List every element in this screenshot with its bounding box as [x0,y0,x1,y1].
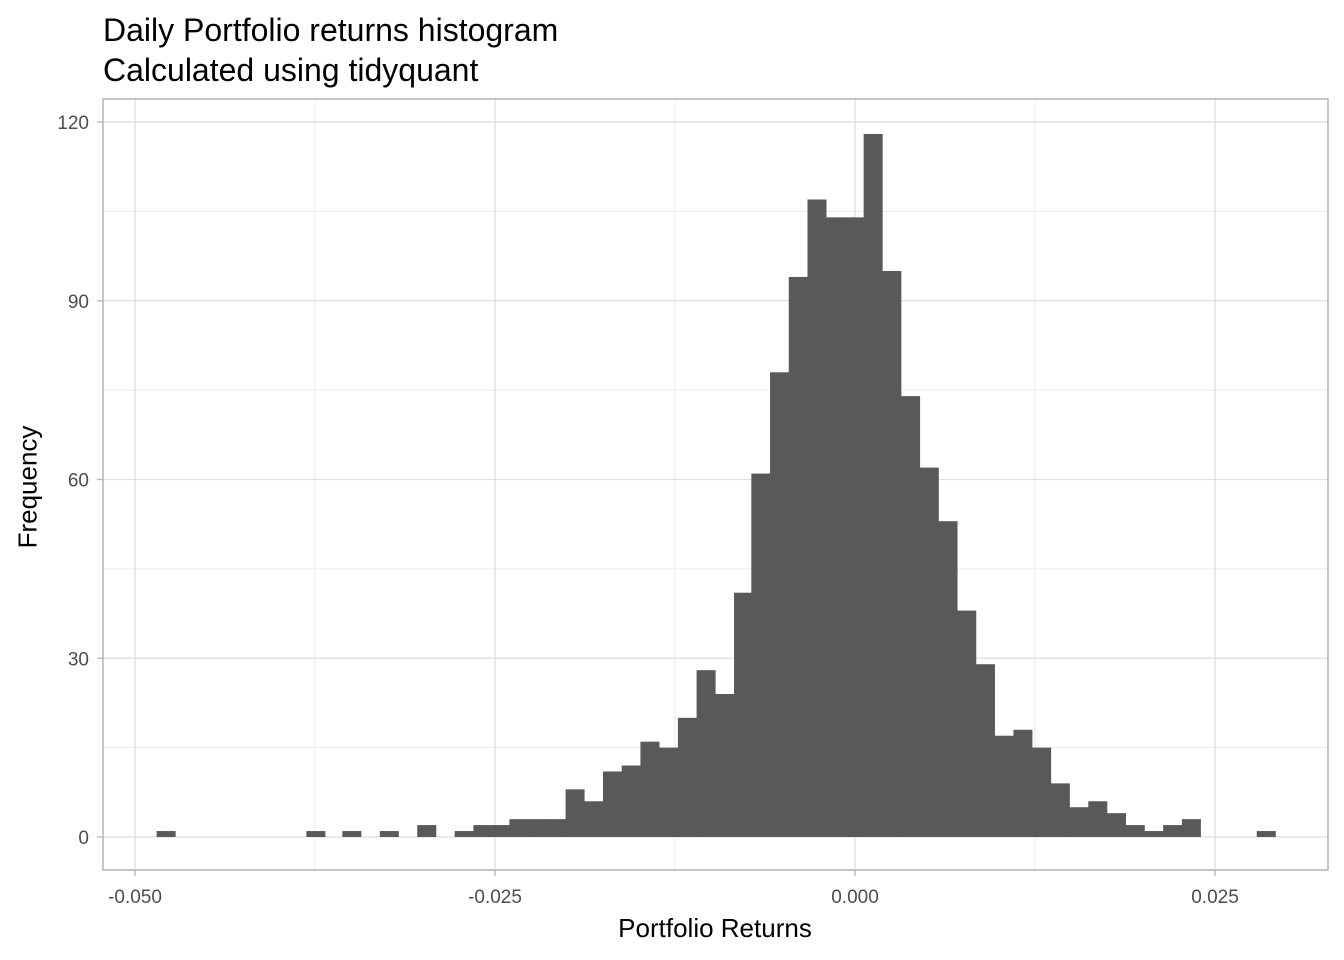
histogram-bar [492,825,512,837]
histogram-bar [938,521,958,837]
histogram-bar [528,819,548,837]
y-tick-label: 30 [68,649,89,670]
histogram-bar [1032,747,1052,837]
histogram-bar [957,610,977,837]
histogram-bar [306,831,326,837]
histogram-bar [994,735,1014,837]
histogram-bar [1181,819,1201,837]
y-tick-label: 0 [78,828,89,849]
y-axis-ticks: 0 30 60 90 120 [57,113,103,849]
x-axis-label: Portfolio Returns [618,913,812,943]
chart-title-block: Daily Portfolio returns histogram Calcul… [103,10,558,90]
histogram-bar [826,217,846,838]
x-tick-label: -0.025 [468,887,522,908]
histogram-bar [1069,807,1089,837]
y-axis-label: Frequency [12,425,43,549]
histogram-bars [156,133,1276,838]
x-tick-label: -0.050 [108,887,162,908]
histogram-bar [417,825,437,837]
histogram-bar [156,831,176,837]
histogram-bar [509,819,529,837]
histogram-bar [734,592,754,837]
x-tick-label: 0.025 [1191,887,1239,908]
histogram-bar [640,741,660,837]
histogram-bar [1163,825,1183,837]
histogram-bar [454,831,474,837]
histogram-bar [659,747,679,837]
histogram-bar [882,270,902,837]
histogram-bar [603,771,623,837]
y-tick-label: 120 [57,113,89,134]
histogram-bar [844,217,864,838]
chart-subtitle: Calculated using tidyquant [103,52,479,88]
x-tick-label: 0.000 [831,887,879,908]
x-axis-ticks: -0.050 -0.025 0.000 0.025 [108,870,1239,908]
histogram-bar [1144,831,1164,837]
histogram-bar [807,199,827,837]
histogram-bar [565,789,585,837]
histogram-bar [696,670,716,837]
panel-border [102,98,1329,871]
histogram-bar [584,801,604,837]
chart-title: Daily Portfolio returns histogram [103,12,559,48]
histogram-bar [715,694,735,837]
histogram-bar [677,717,697,837]
histogram-bar [901,396,921,837]
histogram-bar [788,276,808,837]
histogram-bar [379,831,399,837]
y-tick-label: 90 [68,292,89,313]
histogram-bar [342,831,362,837]
y-tick-label: 60 [68,471,89,492]
histogram-bar [975,664,995,837]
histogram-bar [751,473,771,837]
histogram-bar [1256,831,1276,837]
histogram-bar [770,372,790,837]
histogram-bar [621,765,641,837]
histogram-bar [1013,729,1033,837]
histogram-bar [1088,801,1108,837]
histogram-bar [473,825,493,837]
histogram-bar [1107,813,1127,837]
histogram-bar [919,467,939,837]
histogram-bar [1125,825,1145,837]
histogram-bar [863,133,883,837]
histogram-bar [546,819,566,837]
histogram-bar [1050,783,1070,837]
